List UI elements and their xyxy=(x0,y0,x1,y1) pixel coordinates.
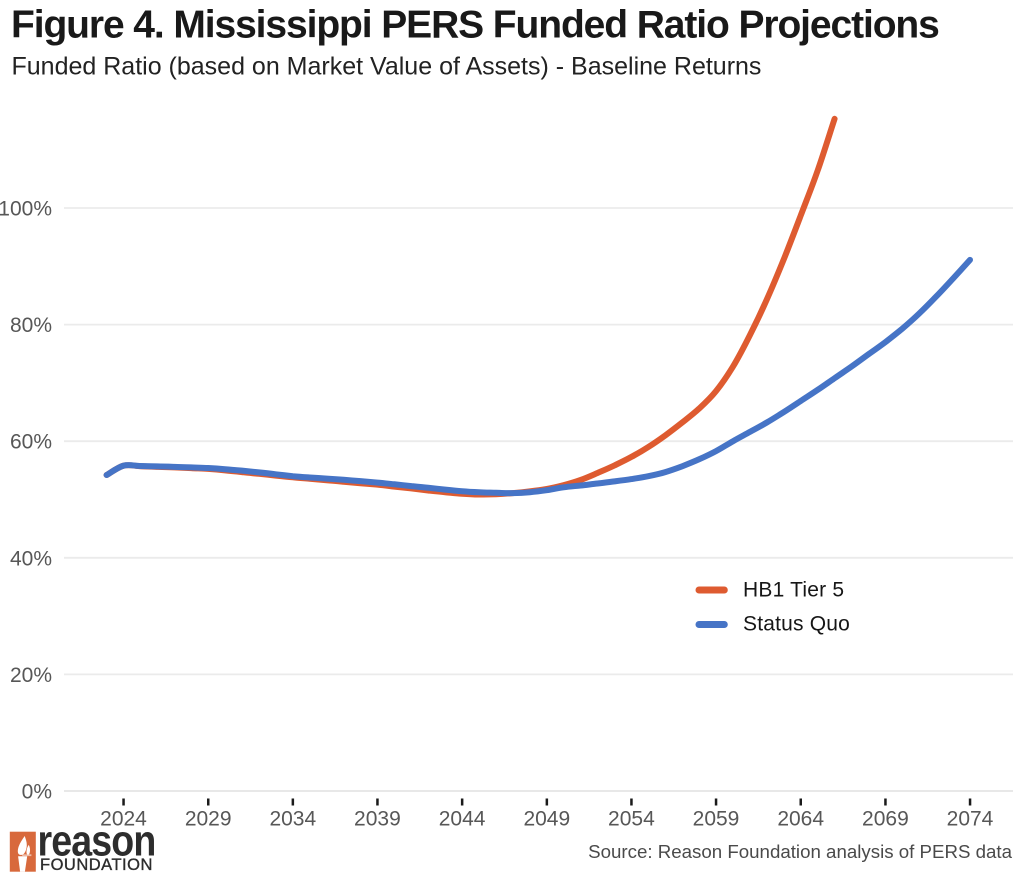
svg-text:FOUNDATION: FOUNDATION xyxy=(40,856,153,874)
svg-text:2054: 2054 xyxy=(608,808,655,831)
svg-text:40%: 40% xyxy=(10,547,52,570)
svg-text:2074: 2074 xyxy=(947,808,994,831)
svg-text:reason: reason xyxy=(38,815,156,864)
svg-text:2059: 2059 xyxy=(693,808,740,831)
svg-text:60%: 60% xyxy=(10,431,52,454)
svg-text:100%: 100% xyxy=(0,198,52,221)
svg-text:2034: 2034 xyxy=(269,808,316,831)
svg-text:2049: 2049 xyxy=(523,808,570,831)
svg-text:Funded Ratio (based on Market: Funded Ratio (based on Market Value of A… xyxy=(12,52,762,80)
svg-text:2024: 2024 xyxy=(100,808,147,831)
svg-text:80%: 80% xyxy=(10,314,52,337)
svg-text:Figure 4. Mississippi PERS Fun: Figure 4. Mississippi PERS Funded Ratio … xyxy=(11,4,939,47)
svg-text:2044: 2044 xyxy=(439,808,486,831)
svg-text:HB1 Tier 5: HB1 Tier 5 xyxy=(743,579,844,602)
svg-text:20%: 20% xyxy=(10,664,52,687)
svg-text:2069: 2069 xyxy=(862,808,909,831)
svg-text:0%: 0% xyxy=(22,781,52,804)
svg-text:2029: 2029 xyxy=(185,808,232,831)
svg-text:Source: Reason Foundation anal: Source: Reason Foundation analysis of PE… xyxy=(588,841,1012,862)
svg-text:2039: 2039 xyxy=(354,808,401,831)
svg-text:2064: 2064 xyxy=(777,808,824,831)
svg-text:Status Quo: Status Quo xyxy=(743,613,850,636)
